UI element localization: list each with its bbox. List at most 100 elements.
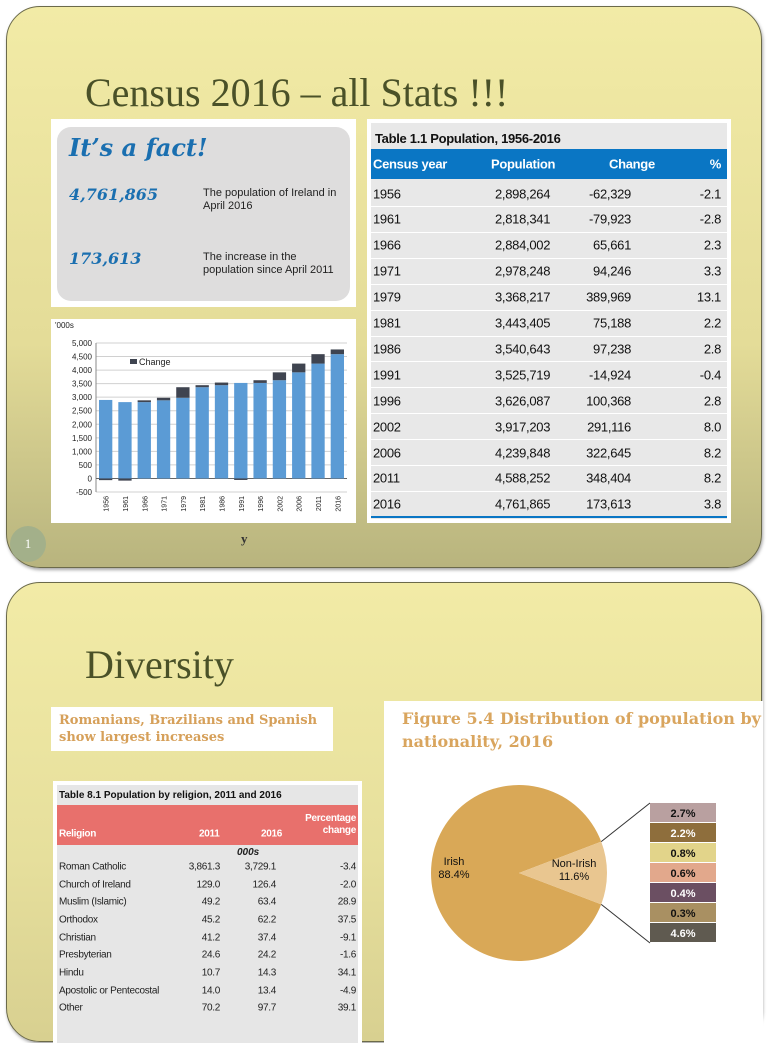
bar-change <box>195 385 209 388</box>
table-caption: Table 8.1 Population by religion, 2011 a… <box>59 790 282 801</box>
table-cell: 348,404 <box>586 470 631 486</box>
footer-text: y <box>241 531 248 546</box>
pie-slice-non-irish <box>519 841 607 905</box>
connector-line <box>600 903 651 944</box>
slide-title: Census 2016 – all Stats !!! <box>85 70 509 115</box>
table-cell: 2016 <box>373 496 401 512</box>
table-row: 2016 4,761,865 173,613 3.8 <box>371 492 727 518</box>
table-cell: 2.2 <box>703 315 721 331</box>
y-tick-label: 1,000 <box>72 447 93 456</box>
slide-1: Census 2016 – all Stats !!! It’s a fact!… <box>6 6 762 568</box>
col-header: 2011 <box>199 828 220 840</box>
table-row: Church of Ireland 129.0 126.4 -2.0 <box>57 876 358 894</box>
table-cell: 45.2 <box>201 914 221 926</box>
chart-title: Figure 5.4 Distribution of population by… <box>402 709 761 751</box>
col-header: % <box>709 156 722 172</box>
slice-label: Non-Irish <box>552 858 597 870</box>
breakdown-segment <box>650 883 716 902</box>
breakdown-label: 2.2% <box>670 828 695 840</box>
bar-population <box>330 354 344 479</box>
table-caption: Table 1.1 Population, 1956-2016 <box>375 131 561 146</box>
table-cell: 1981 <box>373 315 401 331</box>
table-cell: 100,368 <box>586 393 631 409</box>
bar-population <box>137 402 151 479</box>
table-row: Presbyterian 24.6 24.2 -1.6 <box>57 947 358 965</box>
table-cell: -79,923 <box>589 211 631 227</box>
table-cell: 37.5 <box>337 914 357 926</box>
table-cell: 28.9 <box>337 896 357 908</box>
table-row: 2006 4,239,848 322,645 8.2 <box>371 440 727 466</box>
x-tick-label: 1991 <box>239 496 246 512</box>
x-tick-label: 2016 <box>335 496 342 512</box>
population-bar-chart: '000s -500 0 500 1,000 1,500 2,000 2,500 3,000 3,… <box>51 319 356 523</box>
table-cell: Other <box>59 1002 83 1014</box>
table-cell: 1986 <box>373 341 401 357</box>
y-tick-label: 2,000 <box>72 420 93 429</box>
table-cell: 3,729.1 <box>244 861 277 873</box>
breakdown-segment <box>650 923 716 942</box>
breakdown-label: 0.3% <box>670 908 695 920</box>
table-cell: Orthodox <box>59 914 98 926</box>
table-row: Other 70.2 97.7 39.1 <box>57 1000 358 1018</box>
unit-label: 000s <box>237 847 260 858</box>
table-cell: 126.4 <box>252 879 276 891</box>
y-tick-label: 5,000 <box>72 339 93 348</box>
bar-population <box>292 372 306 479</box>
breakdown-segment <box>650 863 716 882</box>
table-cell: 3.8 <box>703 496 721 512</box>
table-cell: -62,329 <box>589 186 631 201</box>
pie-slice-irish <box>431 785 602 961</box>
col-header: 2016 <box>261 828 283 840</box>
table-row: 1979 3,368,217 389,969 13.1 <box>371 285 727 311</box>
table-row: 1986 3,540,643 97,238 2.8 <box>371 336 727 363</box>
x-tick-label: 1979 <box>181 496 188 512</box>
table-cell: 1979 <box>373 289 401 305</box>
table-cell: 13.1 <box>696 289 721 305</box>
slide-title: Diversity <box>85 642 234 687</box>
breakdown-segment <box>650 823 716 842</box>
bar-change <box>176 387 190 398</box>
table-cell: 3,861.3 <box>188 861 221 873</box>
breakdown-label: 4.6% <box>670 928 695 940</box>
bar-population <box>156 400 171 479</box>
table-cell: 3.3 <box>703 263 721 279</box>
x-tick-label: 1956 <box>104 496 111 512</box>
table-cell: -14,924 <box>589 367 631 383</box>
table-cell: Hindu <box>59 967 84 979</box>
table-cell: Apostolic or Pentecostal <box>59 985 160 997</box>
table-cell: 70.2 <box>201 1002 221 1014</box>
slide-2: Diversity Romanians, Brazilians and Span… <box>6 582 763 1043</box>
table-cell: 2.8 <box>703 393 721 409</box>
table-cell: 1971 <box>373 263 401 279</box>
table-cell: 3,540,643 <box>495 341 551 357</box>
bar-change <box>234 478 248 480</box>
x-tick-label: 1966 <box>142 496 149 512</box>
table-cell: -4.9 <box>339 985 356 997</box>
table-row: 2002 3,917,203 291,116 8.0 <box>371 414 727 441</box>
y-tick-label: 500 <box>79 461 93 470</box>
breakdown-segment <box>650 803 716 822</box>
table-cell: 1991 <box>373 367 401 383</box>
table-cell: 24.6 <box>201 949 221 961</box>
table-row: 1956 2,898,264 -62,329 -2.1 <box>371 181 727 207</box>
table-row: Roman Catholic 3,861.3 3,729.1 -3.4 <box>57 858 358 876</box>
table-cell: 2,884,002 <box>495 237 551 253</box>
table-cell: 3,917,203 <box>495 419 551 435</box>
col-header: Population <box>491 156 556 172</box>
legend-swatch <box>130 359 137 364</box>
table-cell: 39.1 <box>337 1002 357 1014</box>
bar-population <box>253 382 267 479</box>
breakdown-segment <box>650 843 716 862</box>
table-row: 1966 2,884,002 65,661 2.3 <box>371 233 727 259</box>
bar-change <box>272 372 287 381</box>
table-cell: Church of Ireland <box>59 879 131 891</box>
bar-change <box>137 400 151 403</box>
connector-line <box>600 802 651 843</box>
y-tick-label: 1,500 <box>72 434 93 443</box>
table-cell: -2.0 <box>339 879 356 891</box>
y-tick-label: -500 <box>76 488 93 497</box>
fact-value: 4,761,865 <box>69 185 159 204</box>
table-cell: 291,116 <box>587 419 631 435</box>
table-row: 2011 4,588,252 348,404 8.2 <box>371 466 727 492</box>
bar-change <box>311 354 325 364</box>
